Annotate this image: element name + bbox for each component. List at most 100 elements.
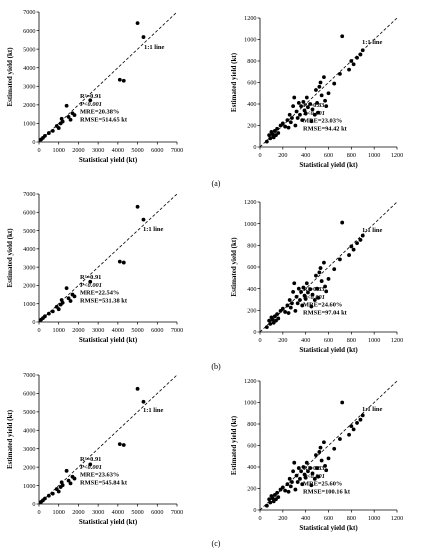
scatter-panel-c-left: 0 1000 2000 3000 4000 5000 6000 7000 0 1000 2000 30… [6,372,183,526]
x-tick-label: 1200 [391,515,403,522]
y-tick-label: 1200 [244,378,256,385]
data-point [267,497,272,502]
data-point [298,298,302,302]
panel-caption: (c) [212,539,221,548]
data-point [300,118,305,123]
data-point [275,126,280,131]
data-point [319,279,324,283]
data-point [283,488,288,493]
data-point [351,427,356,432]
data-point [349,424,354,429]
data-point [292,460,297,465]
data-point [301,285,306,290]
data-point [275,312,280,317]
data-point [340,220,345,225]
y-tick-label: 7000 [23,372,35,379]
data-point [288,120,293,125]
x-tick-label: 7000 [171,327,183,334]
y-tick-label: 0 [253,144,256,151]
data-point [117,442,122,447]
stat-line: RMSE=545.84 kt [80,479,128,486]
data-point [68,117,73,122]
data-point [141,399,146,404]
data-point [285,118,290,123]
data-point [332,446,337,451]
data-point [141,217,146,222]
data-point [301,465,306,469]
y-tick-label: 1000 [244,221,256,228]
data-point [56,307,61,312]
x-tick-label: 1000 [53,509,65,516]
stat-line: MRE=22.54% [80,290,119,297]
x-axis-label: Statistical yield (kt) [299,346,358,354]
data-point [308,102,313,106]
data-point [304,281,309,286]
y-tick-label: 600 [247,264,256,271]
data-point [299,290,303,294]
stat-line: MRE=25.60% [303,481,342,488]
data-point [43,133,47,138]
y-tick-label: 0 [253,507,256,514]
data-point [306,469,310,474]
x-axis-label: Statistical yield (kt) [79,518,138,526]
data-point [268,500,273,505]
data-point [292,281,297,286]
data-point [66,478,71,483]
y-tick-label: 6000 [23,209,35,216]
data-point [355,241,359,246]
x-tick-label: 1000 [368,337,380,344]
x-axis-label: Statistical yield (kt) [79,156,138,164]
one-to-one-line-label: 1:1 line [144,44,165,51]
x-tick-label: 0 [258,515,261,522]
data-point [50,309,55,314]
data-point [355,55,359,60]
data-point [309,483,314,488]
data-point [304,460,309,465]
y-tick-label: 1200 [244,199,256,206]
data-point [290,116,294,120]
data-point [360,48,365,53]
y-tick-label: 400 [247,101,256,108]
data-point [294,473,299,478]
x-tick-label: 0 [37,509,40,516]
data-point [280,485,285,490]
x-tick-label: 800 [347,515,356,522]
data-point [287,476,292,481]
data-point [50,128,55,133]
x-tick-label: 6000 [151,509,163,516]
one-to-one-line-label: 1:1 line [362,406,383,413]
y-tick-label: 1000 [23,483,35,490]
data-point [280,306,285,311]
y-tick-label: 2000 [23,102,35,109]
data-point [283,124,288,129]
data-point [318,266,323,270]
x-tick-label: 600 [324,515,333,522]
x-tick-label: 1000 [368,515,380,522]
data-point [296,101,301,105]
y-tick-label: 5000 [23,409,35,416]
data-point [310,471,315,476]
data-point [290,480,294,484]
data-point [302,293,307,298]
data-point [66,296,71,301]
y-axis-label: Estimated yield (kt) [6,47,14,107]
data-point [314,88,318,92]
x-tick-label: 200 [278,515,287,522]
stat-line: MRE=24.60% [303,302,342,309]
data-point [64,468,69,473]
data-point [301,99,306,104]
data-point [276,316,281,321]
stat-line: R²=0.91 [80,456,101,463]
data-point [347,253,351,257]
data-point [72,294,77,299]
data-point [299,104,303,109]
data-point [295,480,300,484]
x-tick-label: 3000 [92,327,104,334]
data-point [135,204,140,209]
data-point [88,462,93,467]
data-point [300,303,305,308]
stat-line: P<0.001 [80,464,102,471]
data-point [72,113,77,117]
y-tick-label: 7000 [23,9,35,16]
data-point [302,108,307,113]
